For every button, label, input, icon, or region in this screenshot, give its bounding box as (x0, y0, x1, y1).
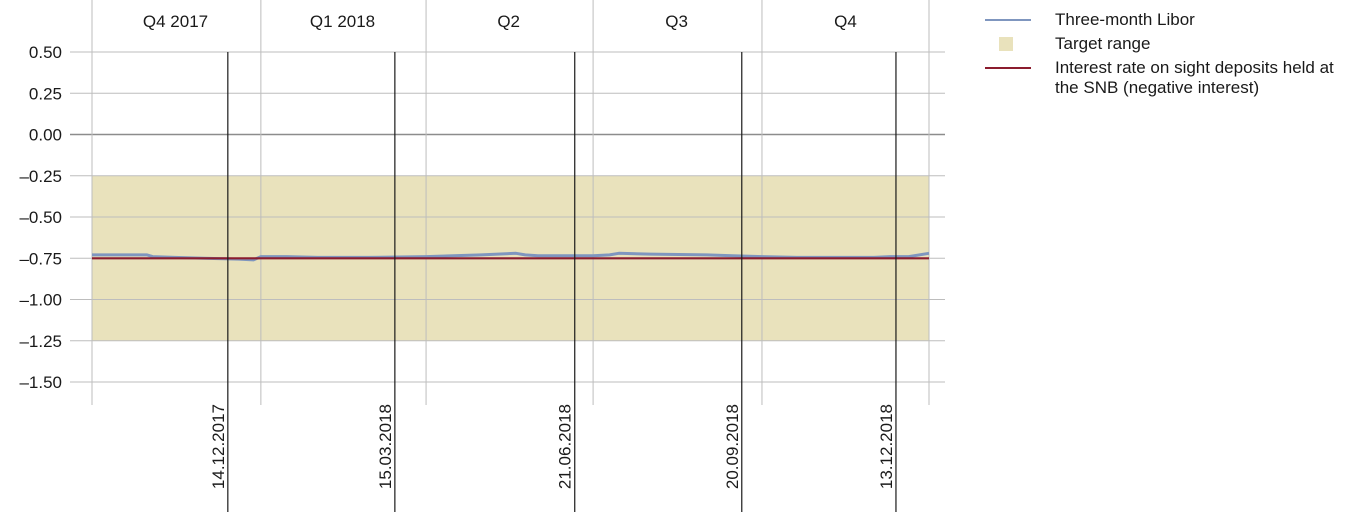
legend: Three-month Libor Target range Interest … (985, 10, 1355, 102)
quarter-label: Q2 (497, 12, 520, 31)
assessment-date-label: 20.09.2018 (723, 404, 742, 489)
chart: 0.50 0.25 0.00 –0.25 –0.50 –0.75 –1.00 –1.25 –1.… (19, 0, 945, 512)
y-tick-label: –1.25 (19, 332, 62, 351)
y-tick-label: –0.50 (19, 208, 62, 227)
y-tick-label: –1.50 (19, 373, 62, 392)
assessment-date-label: 14.12.2017 (209, 404, 228, 489)
quarter-label: Q1 2018 (310, 12, 375, 31)
legend-item-sight-deposit-rate: Interest rate on sight deposits held at … (985, 58, 1355, 98)
quarter-label: Q4 (834, 12, 857, 31)
y-tick-label: –1.00 (19, 291, 62, 310)
y-tick-label: –0.25 (19, 167, 62, 186)
legend-label-libor: Three-month Libor (1055, 10, 1195, 29)
legend-item-libor: Three-month Libor (985, 10, 1355, 30)
assessment-date-label: 15.03.2018 (376, 404, 395, 489)
y-tick-label: –0.75 (19, 249, 62, 268)
y-tick-label: 0.00 (29, 126, 62, 145)
legend-swatch-sight-deposit-rate (985, 67, 1031, 69)
assessment-date-label: 21.06.2018 (556, 404, 575, 489)
legend-swatch-target-range (999, 37, 1013, 51)
legend-item-target-range: Target range (985, 34, 1355, 54)
legend-label-sight-deposit-rate: Interest rate on sight deposits held at … (1055, 58, 1334, 97)
y-tick-label: 0.50 (29, 43, 62, 62)
legend-label-target-range: Target range (1055, 34, 1151, 53)
y-tick-label: 0.25 (29, 84, 62, 103)
assessment-date-label: 13.12.2018 (877, 404, 896, 489)
quarter-label: Q4 2017 (143, 12, 208, 31)
quarter-label: Q3 (665, 12, 688, 31)
legend-swatch-libor (985, 19, 1031, 21)
